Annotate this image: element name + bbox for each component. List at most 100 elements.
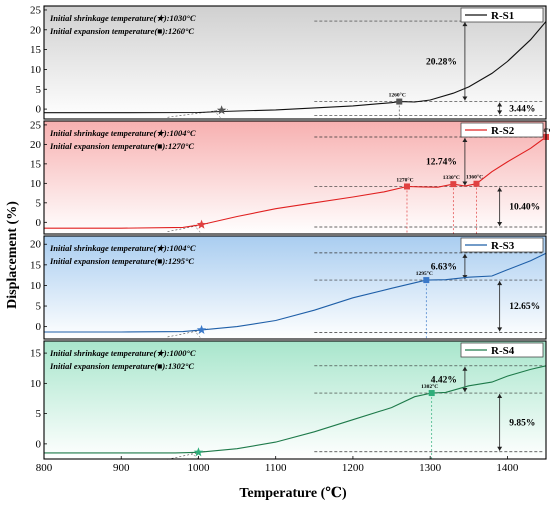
percent-label: 20.28% (426, 57, 457, 67)
percent-label: 12.65% (509, 302, 540, 312)
x-axis-title: Temperature (℃) (239, 486, 347, 501)
y-tick-label: 10 (30, 64, 42, 76)
annotation-shrink: Initial shrinkage temperature(★):1030°C (49, 13, 196, 23)
point-label: 1302°C (421, 383, 438, 390)
point-label: 1260°C (389, 92, 406, 99)
arrow-head (462, 366, 468, 371)
x-tick-label: 900 (113, 462, 130, 474)
shrink-star-marker (193, 447, 204, 457)
panel-s2: 12.74%10.40%1270°C1330°C1360°C1450°CInit… (30, 119, 550, 235)
y-tick-label: 20 (30, 24, 42, 36)
drop-line (190, 452, 199, 460)
arrow-head (462, 137, 468, 142)
shrink-star-marker (216, 105, 227, 115)
arrow-head (462, 181, 468, 186)
y-tick-label: 15 (30, 348, 42, 360)
annotation-shrink: Initial shrinkage temperature(★):1004°C (49, 243, 196, 253)
arrow-head (462, 253, 468, 258)
y-tick-label: 5 (36, 301, 42, 313)
point-label: 1360°C (466, 174, 483, 181)
annotation-shrink: Initial shrinkage temperature(★):1004°C (49, 128, 196, 138)
point-label: 1330°C (443, 174, 460, 181)
legend-label: R-S1 (491, 10, 514, 22)
panel-frame (43, 5, 547, 120)
legend-box (460, 237, 544, 253)
y-tick-label: 25 (30, 4, 42, 16)
y-tick-label: 25 (30, 119, 42, 131)
tangent-line (167, 223, 208, 232)
legend-label: R-S3 (491, 240, 515, 252)
expansion-square-marker (403, 183, 410, 190)
arrow-head (497, 394, 503, 399)
y-tick-label: 0 (36, 438, 42, 450)
arrow-head (497, 187, 503, 192)
tangent-line (167, 328, 208, 338)
arrow-head (497, 110, 503, 115)
expansion-square-marker (423, 277, 430, 284)
expansion-square-marker (450, 181, 457, 188)
point-label: 1270°C (396, 176, 413, 183)
y-tick-label: 15 (30, 44, 42, 56)
arrow-head (497, 102, 503, 107)
x-axis: 800 900 1000 1100 1200 1300 1400 (36, 456, 519, 474)
x-tick-label: 800 (36, 462, 53, 474)
percent-label: 12.74% (426, 158, 457, 168)
legend-box (460, 7, 544, 23)
annotation-expand: Initial expansion temperature(■):1270°C (49, 141, 194, 151)
arrow-head (497, 281, 503, 286)
y-tick-label: 0 (36, 104, 42, 116)
x-tick-label: 1300 (419, 462, 442, 474)
percent-label: 4.42% (431, 375, 457, 385)
arrow-head (497, 221, 503, 226)
annotation-shrink: Initial shrinkage temperature(★):1000°C (49, 348, 196, 358)
x-tick-label: 1400 (496, 462, 519, 474)
panel-s3: 6.63% 12.65% 1295°C Initial shrinkage tempe… (30, 235, 547, 340)
y-tick-label: 20 (30, 239, 42, 251)
y-tick-label: 15 (30, 158, 42, 170)
y-tick-label: 5 (36, 197, 42, 209)
panel-s4: 4.42% 9.85% 1302°C Initial shrinkage temper… (30, 340, 547, 460)
arrow-head (497, 327, 503, 332)
legend-label: R-S4 (491, 345, 515, 357)
y-tick-label: 10 (30, 378, 42, 390)
x-tick-label: 1100 (265, 462, 287, 474)
point-label: 1295°C (416, 270, 433, 277)
expansion-square-marker (473, 180, 480, 187)
panel-s1: 20.28% 3.44% 1260°C Initial shrinkage tempe… (30, 4, 547, 120)
annotation-expand: Initial expansion temperature(■):1295°C (49, 256, 194, 266)
y-axis-title: Displacement (%) (5, 201, 20, 309)
panel-background (44, 341, 546, 459)
shrink-star-marker (196, 219, 207, 229)
x-tick-label: 1200 (342, 462, 365, 474)
panel-frame (43, 340, 547, 460)
y-tick-label: 5 (36, 84, 42, 96)
legend-label: R-S2 (491, 125, 515, 137)
legend-box (460, 342, 544, 358)
annotation-expand: Initial expansion temperature(■):1302°C (49, 361, 194, 371)
arrow-head (462, 388, 468, 393)
legend-box (460, 122, 544, 138)
arrow-head (497, 446, 503, 451)
arrow-head (462, 96, 468, 101)
y-tick-label: 5 (36, 408, 42, 420)
arrow-head (462, 22, 468, 27)
y-tick-label: 20 (30, 139, 42, 151)
series-line-s4 (44, 365, 547, 454)
y-tick-label: 0 (36, 217, 42, 229)
x-tick-label: 1000 (187, 462, 210, 474)
expansion-square-marker (428, 390, 435, 397)
expansion-square-marker (396, 98, 403, 105)
drop-line (193, 329, 202, 340)
percent-label: 10.40% (509, 203, 540, 213)
panel-frame (43, 120, 547, 235)
series-line-s3 (44, 252, 547, 333)
panel-background (44, 236, 546, 339)
y-tick-label: 0 (36, 321, 42, 333)
y-tick-label: 15 (30, 259, 42, 271)
percent-label: 6.63% (431, 262, 457, 272)
percent-label: 9.85% (509, 418, 535, 428)
panel-frame (43, 235, 547, 340)
shrink-star-marker (196, 324, 207, 334)
panel-background (44, 6, 546, 119)
annotation-expand: Initial expansion temperature(■):1260°C (49, 26, 194, 36)
